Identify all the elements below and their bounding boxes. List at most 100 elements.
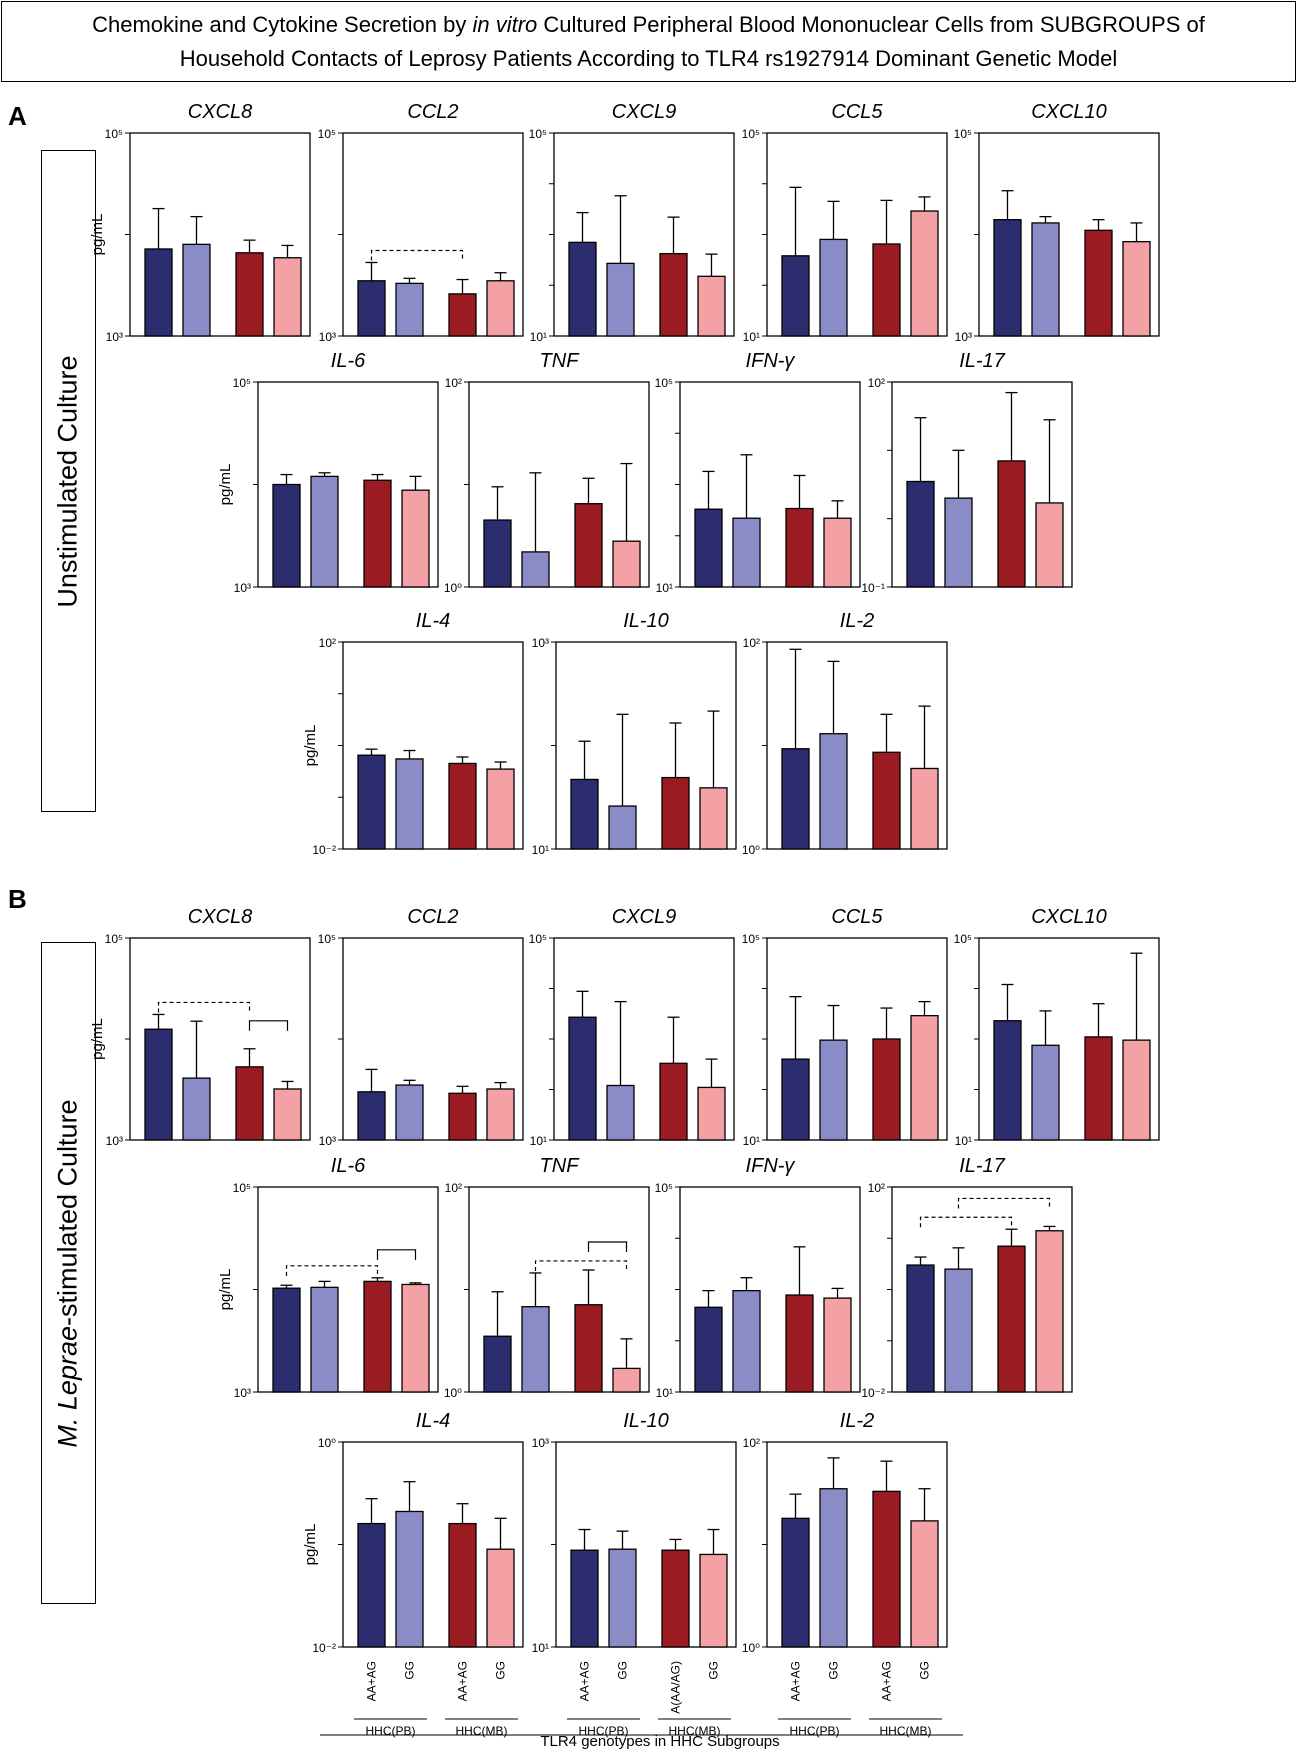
chart-title: IL-4: [416, 610, 450, 632]
y-tick-label: 10⁵: [742, 127, 760, 141]
bar-gg-mb: [612, 1367, 641, 1393]
bar-aa-ag-pb: [357, 1091, 386, 1141]
significance-bracket: [957, 1197, 1051, 1209]
panel-a-side-box: [41, 150, 96, 812]
bar-gg-pb: [310, 475, 339, 588]
y-tick-label: 10¹: [530, 330, 547, 344]
bar-gg-pb: [521, 551, 550, 588]
y-tick-label: 10³: [532, 1436, 549, 1450]
y-axis-label: pg/mL: [302, 725, 319, 767]
significance-bracket: [534, 1260, 628, 1271]
y-tick-label: 10⁵: [233, 376, 251, 390]
bar-gg-pb: [732, 517, 761, 588]
y-tick-label: 10¹: [532, 843, 549, 857]
bar-aa-ag-mb: [448, 293, 477, 337]
chart-a-cxcl9: CXCL9 10¹ 10⁵: [529, 101, 735, 344]
panel-b-side-box: [41, 942, 96, 1604]
significance-bracket: [248, 1020, 289, 1031]
bar-aa-ag-mb: [1084, 229, 1113, 337]
bar-gg-pb: [819, 1488, 848, 1648]
chart-title: IL-10: [623, 610, 669, 632]
significance-bracket: [919, 1216, 1013, 1228]
bar-aa-ag-pb: [781, 748, 810, 850]
chart-title: CXCL10: [1031, 101, 1107, 123]
y-tick-label: 10²: [868, 1181, 885, 1195]
bar-gg-mb: [1122, 1039, 1151, 1141]
chart-title: CXCL8: [188, 101, 252, 123]
y-tick-label: 10⁰: [742, 1641, 760, 1655]
bar-gg-pb: [395, 758, 424, 850]
bar-aa-ag-pb: [781, 1058, 810, 1141]
significance-bracket: [285, 1265, 379, 1276]
bar-aa-ag-pb: [993, 1020, 1022, 1141]
bar-gg-mb: [699, 787, 728, 850]
genotype-label: GG: [707, 1661, 721, 1680]
chart-a-ccl5: CCL5 10¹ 10⁵: [742, 101, 948, 344]
bar-aa-ag-mb: [997, 460, 1026, 588]
genotype-legend: AA+AG GG AA+AG GG HHC(PB) HHC(MB) AA+AG GG A(AA/…: [320, 1661, 963, 1749]
figure-title-line-2: Household Contacts of Leprosy Patients A…: [179, 45, 1118, 71]
bar-gg-mb: [823, 1297, 852, 1393]
chart-b-il-10: IL-10 10¹ 10³: [532, 1410, 737, 1655]
bar-aa-ag-pb: [357, 280, 386, 337]
chart-title: TNF: [540, 350, 581, 372]
y-tick-label: 10⁵: [318, 127, 336, 141]
bar-aa-ag-mb: [1084, 1036, 1113, 1141]
bar-gg-pb: [606, 1084, 635, 1141]
chart-title: IL-2: [840, 610, 874, 632]
figure-title-box: Chemokine and Cytokine Secretion by in v…: [1, 1, 1296, 82]
y-tick-label: 10⁵: [954, 127, 972, 141]
bar-aa-ag-mb: [659, 252, 688, 337]
chart-b-il-6: IL-6 10³ 10⁵ pg/mL: [217, 1155, 439, 1400]
bar-aa-ag-pb: [694, 1306, 723, 1393]
y-tick-label: 10⁵: [742, 932, 760, 946]
chart-title: IL-10: [623, 1410, 669, 1432]
bar-gg-mb: [697, 1086, 726, 1141]
bar-gg-mb: [910, 1014, 939, 1141]
y-tick-label: 10⁻¹: [861, 581, 885, 595]
bar-aa-ag-mb: [235, 252, 264, 337]
bar-aa-ag-mb: [785, 507, 814, 588]
chart-title: IL-4: [416, 1410, 450, 1432]
y-tick-label: 10³: [106, 1134, 123, 1148]
genotype-label: GG: [827, 1661, 841, 1680]
y-tick-label: 10⁵: [655, 1181, 673, 1195]
bar-gg-pb: [608, 1548, 637, 1648]
bar-aa-ag-pb: [570, 778, 599, 850]
chart-title: CCL5: [831, 906, 883, 928]
y-tick-label: 10¹: [530, 1134, 547, 1148]
y-tick-label: 10³: [319, 1134, 336, 1148]
y-tick-label: 10⁵: [529, 932, 547, 946]
chart-title: CCL2: [407, 906, 458, 928]
chart-b-il-2: IL-2 10⁰ 10²: [742, 1410, 948, 1655]
chart-title: IFN-γ: [746, 350, 796, 372]
bar-aa-ag-mb: [785, 1294, 814, 1393]
bar-aa-ag-mb: [661, 1549, 690, 1648]
y-tick-label: 10¹: [743, 330, 760, 344]
y-tick-label: 10⁰: [444, 581, 462, 595]
y-tick-label: 10³: [532, 636, 549, 650]
chart-title: IL-6: [331, 350, 366, 372]
genotype-label: AA+AG: [789, 1661, 803, 1701]
chart-title: IFN-γ: [746, 1155, 796, 1177]
bar-aa-ag-mb: [872, 751, 901, 850]
genotype-label: GG: [403, 1661, 417, 1680]
title-text: Chemokine and Cytokine Secretion by: [92, 11, 473, 37]
chart-title: CXCL10: [1031, 906, 1107, 928]
bar-aa-ag-pb: [144, 248, 173, 337]
bar-aa-ag-pb: [357, 754, 386, 850]
chart-b-cxcl9: CXCL9 10¹ 10⁵: [529, 906, 735, 1148]
chart-b-cxcl8: CXCL8 10³ 10⁵ pg/mL: [89, 906, 311, 1148]
chart-a-il-4: IL-4 10⁻² 10² pg/mL: [302, 610, 524, 857]
chart-title: CCL2: [407, 101, 458, 123]
y-tick-label: 10¹: [743, 1134, 760, 1148]
panel-a-letter: A: [8, 101, 27, 131]
bar-gg-pb: [1031, 1044, 1060, 1141]
title-text: Cultured Peripheral Blood Mononuclear Ce…: [537, 11, 1205, 37]
bar-aa-ag-pb: [272, 483, 301, 588]
genotype-label: A(AA/AG): [669, 1661, 683, 1714]
bar-aa-ag-mb: [235, 1066, 264, 1141]
bar-gg-pb: [395, 1510, 424, 1648]
chart-a-il-17: IL-17 10⁻¹ 10²: [861, 350, 1073, 595]
bar-aa-ag-mb: [574, 1304, 603, 1393]
